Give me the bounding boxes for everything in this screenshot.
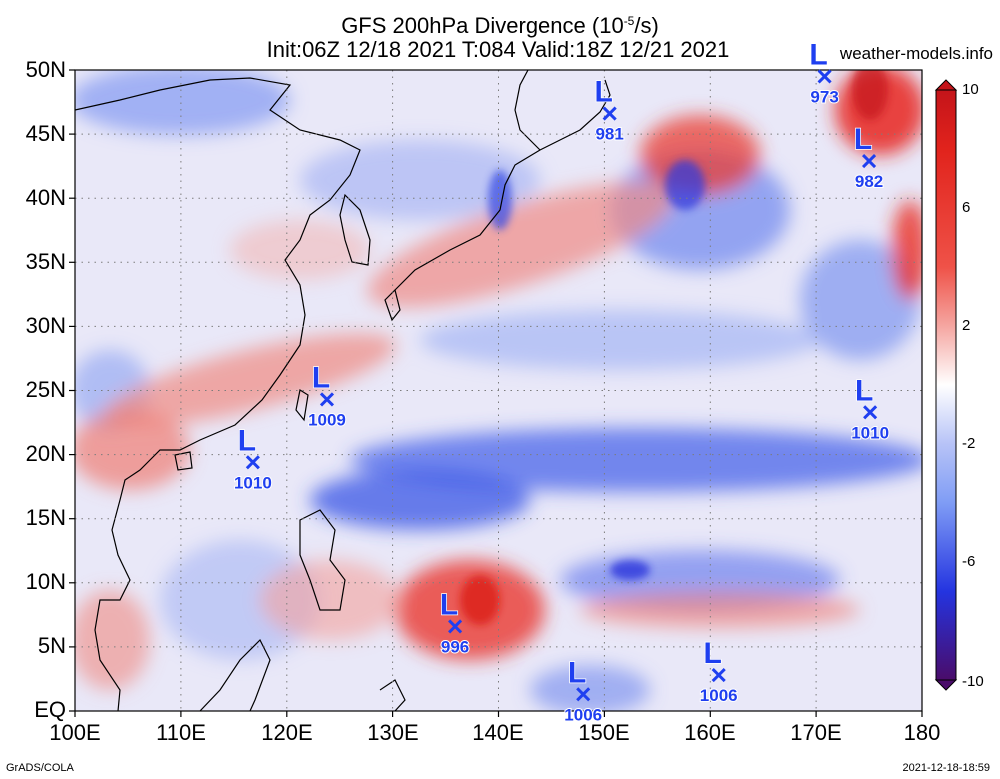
lon-label: 140E — [472, 720, 524, 745]
colorbar-bottom-arrow — [934, 679, 958, 691]
colorbar-label: 6 — [962, 199, 971, 216]
lat-label: 45N — [25, 121, 66, 146]
low-letter: L — [440, 588, 458, 621]
low-pressure-marker: L 981 — [594, 75, 625, 145]
low-pressure-marker: L 1006 — [699, 636, 739, 706]
low-pressure-value: 973 — [810, 87, 838, 106]
colorbar — [934, 79, 958, 691]
low-letter: L — [704, 637, 722, 670]
low-letter: L — [238, 424, 256, 457]
colorbar-scale — [935, 89, 957, 681]
lon-label: 120E — [261, 720, 313, 745]
colorbar-label: 10 — [962, 81, 979, 98]
lon-label: 100E — [49, 720, 101, 745]
low-pressure-value: 1009 — [308, 410, 346, 429]
axis-ticks — [69, 69, 923, 717]
lat-label: 20N — [25, 441, 66, 466]
low-pressure-marker: L 1010 — [850, 374, 890, 444]
lon-label: 110E — [156, 720, 206, 745]
divergence-field — [75, 70, 922, 711]
lat-label: 35N — [25, 249, 66, 274]
low-center-x-icon — [319, 392, 335, 407]
watermark: weather-models.info — [839, 44, 993, 63]
low-pressure-marker: L 982 — [853, 122, 884, 192]
map-title: GFS 200hPa Divergence (10-5/s) — [341, 13, 659, 38]
lat-label: 40N — [25, 185, 66, 210]
software-credit: GrADS/COLA — [6, 762, 74, 774]
low-pressure-marker: L 996 — [439, 588, 470, 658]
map-subtitle: Init:06Z 12/18 2021 T:084 Valid:18Z 12/2… — [266, 37, 730, 62]
lat-label: 15N — [25, 505, 66, 530]
low-letter: L — [854, 123, 872, 156]
colorbar-label: -2 — [962, 435, 976, 452]
low-center-x-icon — [863, 405, 878, 420]
lon-label: 170E — [790, 720, 842, 745]
coastlines — [75, 70, 611, 711]
low-center-x-icon — [711, 668, 726, 683]
low-pressure-value: 996 — [441, 637, 469, 656]
lon-label: 180 — [903, 720, 941, 745]
lat-label: 10N — [25, 569, 66, 594]
low-pressure-marker: L 1009 — [307, 361, 347, 431]
lat-label: EQ — [34, 697, 66, 722]
low-center-x-icon — [245, 455, 260, 470]
low-center-x-icon — [576, 687, 591, 702]
low-pressure-value: 982 — [855, 172, 883, 191]
low-letter: L — [855, 374, 873, 407]
low-pressure-value: 1006 — [564, 705, 602, 724]
low-letter: L — [595, 76, 613, 109]
colorbar-label: -10 — [962, 673, 984, 690]
low-center-x-icon — [862, 153, 877, 169]
pressure-lows: L 973 L 981 L 982 L 1009 L 1010 L 1010 L 996 L 1006 L 100… — [233, 38, 890, 726]
low-pressure-value: 981 — [595, 125, 623, 144]
graticule — [75, 70, 922, 711]
low-letter: L — [809, 38, 827, 71]
lat-label: 5N — [37, 633, 66, 658]
low-pressure-marker: L 973 — [809, 38, 840, 108]
low-center-x-icon — [602, 106, 617, 121]
lon-label: 150E — [578, 720, 630, 745]
colorbar-label: 2 — [962, 317, 971, 334]
low-letter: L — [312, 361, 330, 394]
colorbar-top-arrow — [934, 79, 958, 91]
low-pressure-marker: L 1010 — [233, 424, 273, 494]
low-pressure-value: 1006 — [700, 686, 738, 705]
lat-label: 25N — [25, 377, 66, 402]
low-pressure-marker: L 1006 — [563, 656, 603, 726]
low-center-x-icon — [817, 69, 832, 84]
colorbar-label: -6 — [962, 553, 976, 570]
low-letter: L — [568, 656, 586, 689]
low-pressure-value: 1010 — [234, 473, 272, 492]
lat-label: 50N — [25, 57, 66, 82]
lat-label: 30N — [25, 313, 66, 338]
render-timestamp: 2021-12-18-18:59 — [902, 762, 990, 774]
low-center-x-icon — [448, 619, 463, 634]
low-pressure-value: 1010 — [851, 423, 889, 442]
lon-label: 160E — [684, 720, 736, 745]
lon-label: 130E — [367, 720, 419, 745]
